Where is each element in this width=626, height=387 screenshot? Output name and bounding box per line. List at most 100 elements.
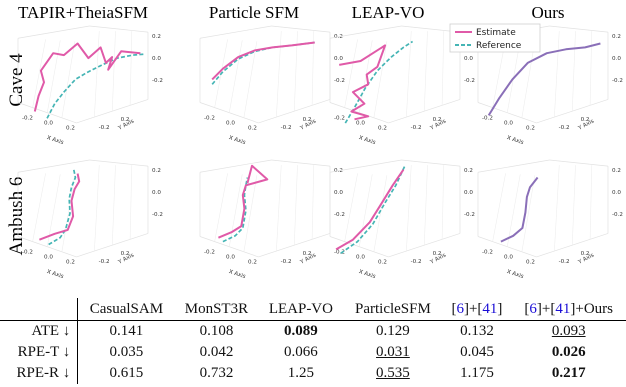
panel-cave4-psfm-grid-line — [228, 40, 243, 113]
panel-ambush6-tapir-estimate-line — [39, 173, 81, 241]
panel-ambush6-leap-z-tick: 0.0 — [464, 190, 473, 196]
citation-link[interactable]: 41 — [555, 300, 571, 317]
table-row: ATE ↓ 0.141 0.108 0.089 0.129 0.132 0.093 — [0, 320, 626, 343]
panel-cave4-leap-x-tick: -0.2 — [334, 116, 345, 122]
cell-value: 0.026 — [551, 344, 586, 360]
panel-ambush6-tapir-x-tick: 0.0 — [44, 255, 53, 261]
header-particlesfm: ParticleSFM — [343, 298, 443, 321]
citation-link[interactable]: 41 — [482, 300, 498, 317]
table-cell: 0.089 — [258, 321, 343, 343]
panel-ambush6-psfm-grid-line — [243, 175, 258, 252]
cell-value: 0.089 — [284, 323, 318, 339]
panel-cave4-leap-grid-line — [423, 31, 428, 112]
cell-value: 0.132 — [460, 323, 494, 339]
panel-ambush6-tapir-reference-line — [48, 169, 77, 246]
panel-cave4-tapir-x-tick: -0.2 — [22, 116, 33, 122]
panel-ambush6-tapir-y-tick: 0.2 — [121, 251, 130, 257]
panel-cave4-tapir-x-tick: 0.2 — [66, 126, 75, 132]
panel-ambush6-psfm-grid-line — [293, 165, 298, 246]
cell-value: 0.066 — [284, 344, 318, 360]
panel-cave4-ours-estimate-line — [487, 42, 601, 116]
metric-label: ATE ↓ — [0, 320, 79, 342]
panel-cave4-tapir-z-tick: 0.2 — [152, 34, 161, 40]
cell-value: 0.141 — [109, 323, 144, 339]
panel-ambush6-psfm-grid-line — [311, 165, 315, 240]
panel-ambush6-psfm-x-tick: 0.2 — [248, 260, 257, 266]
row-label-ambush6: Ambush 6 — [6, 177, 27, 256]
panel-cave4-leap-y-tick: 0.2 — [433, 117, 442, 123]
panel-ambush6-ours-estimate-line — [500, 176, 539, 243]
panel-ambush6-psfm-grid-line — [271, 159, 331, 167]
panel-ambush6-ours-z-tick: 0.2 — [612, 168, 621, 174]
panel-cave4-psfm-estimate-line — [211, 41, 315, 81]
panel-cave4-psfm-z-tick: -0.2 — [334, 78, 345, 84]
table-header-row: CasualSAM MonST3R LEAP-VO ParticleSFM [6… — [0, 298, 626, 321]
header-casualsam: CasualSAM — [77, 298, 175, 321]
table-cell: 0.026 — [511, 342, 626, 363]
table-cell: 0.535 — [343, 363, 442, 384]
panel-ambush6-psfm-z-tick: 0.0 — [334, 190, 343, 196]
panel-ambush6-tapir-x-tick: 0.2 — [66, 260, 75, 266]
panel-cave4-ours-x-tick: 0.2 — [526, 126, 535, 132]
panel-cave4-psfm-x-tick: 0.2 — [248, 126, 257, 132]
panel-ambush6-tapir-grid-line — [94, 165, 100, 252]
cell-value: 1.175 — [460, 365, 494, 381]
table-cell: 0.217 — [511, 363, 626, 384]
table-cell: 0.141 — [78, 321, 175, 343]
panel-ambush6-ours-grid-line — [506, 174, 521, 247]
panel-cave4-psfm-z-tick: 0.2 — [334, 34, 343, 40]
panel-cave4-tapir-estimate-line — [33, 42, 141, 112]
panel-cave4-tapir-grid-line — [46, 40, 61, 113]
table-cell: 0.042 — [174, 342, 258, 363]
cell-value: 0.045 — [460, 344, 494, 360]
header-monst3r: MonST3R — [174, 298, 259, 321]
panel-ambush6-psfm-estimate-line — [218, 164, 269, 239]
panel-ambush6-tapir-x-axis-label: X Axis — [46, 269, 64, 280]
panel-cave4-ours-z-tick: 0.0 — [612, 56, 621, 62]
panel-cave4-tapir-z-tick: 0.0 — [152, 56, 161, 62]
panel-cave4-ours-z-tick: 0.2 — [612, 34, 621, 40]
panel-cave4-tapir-grid-line — [89, 25, 149, 33]
cell-value: 0.535 — [376, 365, 410, 381]
method-title-particlesfm: Particle SFM — [209, 3, 299, 22]
table-cell: 1.175 — [442, 363, 511, 384]
panel-cave4-psfm-y-tick: 0.2 — [303, 117, 312, 123]
panel-ambush6-ours-x-axis-label: X Axis — [506, 269, 524, 280]
panel-ambush6-ours-y-tick: -0.2 — [559, 259, 570, 265]
table-cell: 0.093 — [511, 321, 626, 343]
method-title-ours: Ours — [531, 3, 564, 22]
panel-ambush6-tapir-grid-line — [61, 175, 76, 252]
panel-cave4-tapir-grid-line — [94, 31, 100, 118]
panel-cave4-tapir-grid-line — [32, 39, 46, 108]
panel-ambush6-tapir-grid-line — [46, 174, 61, 247]
panel-ambush6-leap-z-tick: -0.2 — [464, 212, 475, 218]
panel-cave4-leap-reference-line — [344, 40, 414, 124]
panel-ambush6-leap-grid-line — [344, 173, 358, 242]
panel-ambush6-ours-grid-line — [549, 159, 609, 167]
panel-cave4-ours-x-tick: 0.0 — [504, 121, 513, 127]
citation-link[interactable]: 6 — [456, 300, 464, 317]
panel-ambush6-leap-y-tick: -0.2 — [411, 259, 422, 265]
panel-ambush6-psfm-grid-line — [199, 159, 272, 173]
panel-ambush6-tapir-y-tick: -0.2 — [99, 259, 110, 265]
citation-link[interactable]: 6 — [529, 300, 537, 317]
metric-label: RPE-R ↓ — [0, 363, 79, 384]
table-cell: 1.25 — [258, 363, 343, 384]
panel-ambush6-ours-grid-line — [521, 175, 536, 252]
panel-ambush6-leap-grid-line — [406, 165, 412, 252]
panel-ambush6-tapir-grid-line — [17, 159, 90, 173]
panel-cave4-leap-grid-line — [344, 39, 358, 108]
panel-ambush6-ours-z-tick: -0.2 — [612, 212, 623, 218]
panel-ambush6-tapir-z-tick: 0.2 — [152, 168, 161, 174]
panel-cave4-psfm-z-tick: 0.0 — [334, 56, 343, 62]
cell-value: 0.031 — [376, 344, 410, 360]
panel-cave4-ours-y-tick: -0.2 — [559, 125, 570, 131]
panel-cave4-tapir-reference-line — [46, 53, 145, 119]
panel-cave4-leap-x-axis-label: X Axis — [358, 135, 376, 146]
panel-ambush6-ours-grid-line — [477, 159, 550, 173]
panel-cave4-tapir-grid-line — [129, 31, 133, 106]
panel-cave4-tapir-x-tick: 0.0 — [44, 121, 53, 127]
